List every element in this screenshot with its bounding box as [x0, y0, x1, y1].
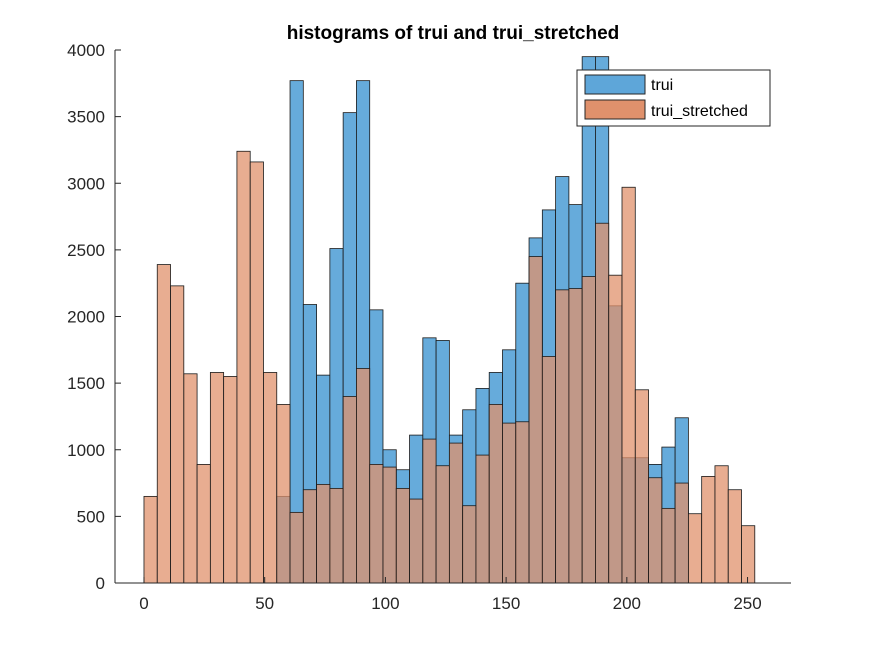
x-tick-label: 100 — [371, 594, 399, 613]
legend-swatch-trui-stretched — [584, 99, 646, 120]
trui-stretched-bar — [395, 487, 410, 584]
trui-stretched-bar — [316, 483, 331, 584]
trui-stretched-bar — [595, 222, 610, 584]
trui-stretched-bar — [382, 466, 397, 584]
y-tick-label: 2500 — [67, 241, 105, 260]
trui-stretched-bar — [263, 372, 278, 584]
trui-stretched-bar — [661, 507, 676, 584]
x-tick-label: 50 — [255, 594, 274, 613]
trui-stretched-bar — [741, 525, 756, 584]
y-tick-label: 1000 — [67, 441, 105, 460]
trui-stretched-bar — [409, 498, 424, 584]
trui-stretched-bar — [701, 475, 716, 584]
trui-stretched-bar — [435, 465, 450, 584]
trui-stretched-bar — [209, 372, 225, 584]
trui-stretched-bar — [462, 505, 477, 584]
x-tick-label: 200 — [613, 594, 641, 613]
trui-stretched-bar — [528, 256, 543, 584]
trui-stretched-bar — [475, 454, 490, 584]
trui-stretched-bar — [515, 421, 530, 584]
trui-stretched-bar — [196, 464, 211, 584]
y-tick-label: 3500 — [67, 108, 105, 127]
axes: 0 50 100 150 200 2500500100015002000250030003… — [67, 41, 791, 613]
trui-stretched-bar — [581, 276, 596, 584]
x-tick-label: 150 — [492, 594, 520, 613]
trui-stretched-bar — [714, 465, 729, 584]
trui-stretched-bar — [555, 289, 570, 584]
trui-stretched-bar — [674, 482, 689, 584]
y-tick-label: 3000 — [67, 174, 105, 193]
trui-stretched-bar — [422, 438, 437, 584]
trui-stretched-bar — [289, 511, 304, 584]
trui-stretched-bar — [170, 285, 185, 584]
trui-stretched-bar — [183, 373, 198, 584]
y-tick-label: 0 — [96, 574, 105, 593]
trui-bar — [289, 80, 304, 584]
trui-stretched-bar — [342, 396, 357, 584]
trui-stretched-bar — [143, 495, 158, 584]
trui-stretched-bar — [448, 442, 464, 584]
trui-stretched-bar — [568, 288, 583, 584]
trui-stretched-bar — [541, 356, 557, 584]
trui-stretched-bar — [369, 464, 384, 584]
trui-stretched-bar — [502, 422, 517, 584]
trui-stretched-bar — [727, 489, 742, 584]
chart-title: histograms of trui and trui_stretched — [287, 23, 620, 44]
legend-label-trui: trui — [651, 77, 673, 94]
trui-stretched-bar — [648, 477, 663, 584]
trui-stretched-bar — [634, 389, 649, 584]
trui-stretched-bar — [156, 264, 171, 584]
x-tick-label: 250 — [733, 594, 761, 613]
trui-stretched-bar — [329, 487, 344, 584]
x-tick-label: 0 — [139, 594, 148, 613]
y-tick-label: 1500 — [67, 374, 105, 393]
trui-stretched-bar — [302, 489, 317, 584]
trui-stretched-bar — [223, 376, 238, 584]
trui-stretched-bar — [621, 186, 636, 584]
y-tick-label: 500 — [77, 507, 105, 526]
trui-stretched-bar — [687, 513, 703, 584]
legend: trui trui_stretched — [576, 69, 771, 127]
legend-label-trui-stretched: trui_stretched — [651, 103, 748, 120]
y-tick-label: 2000 — [67, 308, 105, 327]
trui-stretched-bar — [276, 404, 291, 584]
legend-swatch-trui — [584, 74, 646, 95]
y-tick-label: 4000 — [67, 41, 105, 60]
trui-stretched-bar — [249, 161, 264, 584]
trui-stretched-bar — [356, 368, 371, 584]
trui-stretched-bar — [488, 404, 503, 584]
trui-stretched-bar — [236, 150, 251, 584]
trui-stretched-bar — [608, 274, 623, 584]
